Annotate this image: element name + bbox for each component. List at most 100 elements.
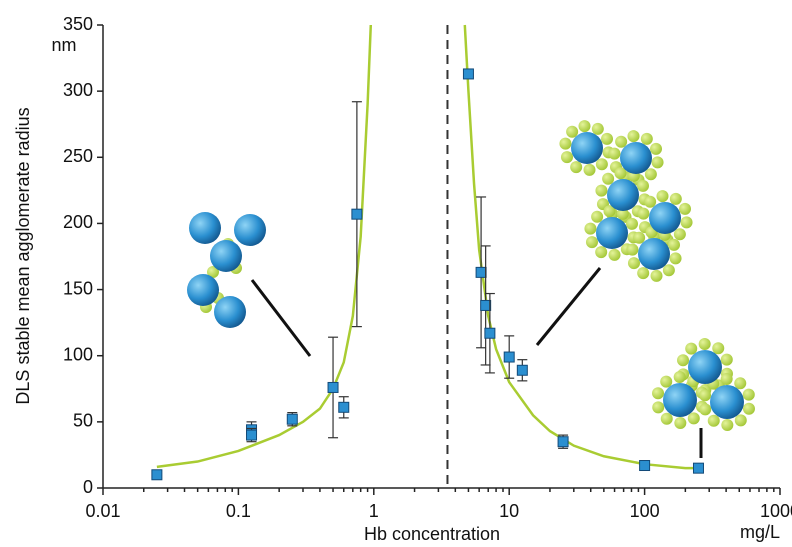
large-particle	[710, 385, 744, 419]
data-point	[484, 327, 496, 339]
fit-curve	[463, 24, 699, 470]
small-particle	[742, 402, 755, 415]
y-tick-label: 0	[83, 477, 93, 497]
data-point	[475, 266, 487, 278]
data-point	[557, 436, 569, 448]
small-particle	[644, 168, 657, 181]
small-particle	[637, 267, 650, 280]
large-particle	[571, 132, 603, 164]
small-particle	[668, 238, 681, 251]
y-tick-label: 250	[63, 146, 93, 166]
small-particle	[650, 142, 663, 155]
data-point	[351, 208, 363, 220]
small-particle	[734, 414, 747, 427]
large-particle	[638, 238, 670, 270]
small-particle	[603, 205, 616, 218]
small-particle	[707, 414, 720, 427]
small-particle	[591, 210, 604, 223]
small-particle	[578, 120, 591, 133]
small-particle	[637, 207, 650, 220]
data-point	[286, 413, 298, 425]
fit-curve	[156, 24, 373, 469]
small-particle	[720, 373, 733, 386]
small-particle	[734, 377, 747, 390]
small-particle	[669, 192, 682, 205]
data-point	[151, 469, 163, 481]
y-tick-label: 200	[63, 212, 93, 232]
small-particle	[566, 125, 579, 138]
x-tick-label: 1	[369, 501, 379, 521]
data-point	[480, 299, 492, 311]
small-particle	[687, 412, 700, 425]
small-particle	[660, 375, 673, 388]
large-particle	[210, 240, 242, 272]
data-point	[246, 429, 258, 441]
data-point	[503, 351, 515, 363]
large-particle	[620, 142, 652, 174]
small-particle	[662, 264, 675, 277]
small-particle	[595, 158, 608, 171]
small-particle	[660, 412, 673, 425]
small-particle	[680, 216, 693, 229]
small-particle	[742, 388, 755, 401]
x-tick-label: 100	[630, 501, 660, 521]
small-particle	[644, 195, 657, 208]
data-point	[692, 462, 704, 474]
small-particle	[720, 353, 733, 366]
small-particle	[614, 167, 627, 180]
large-particle	[663, 383, 697, 417]
small-particle	[595, 246, 608, 259]
large-particle	[596, 217, 628, 249]
small-particle	[591, 122, 604, 135]
x-tick-label: 0.01	[85, 501, 120, 521]
small-particle	[626, 243, 639, 256]
y-tick-label: 150	[63, 278, 93, 298]
small-particle	[583, 163, 596, 176]
x-tick-label: 0.1	[226, 501, 251, 521]
large-particle	[189, 212, 221, 244]
small-particle	[584, 222, 597, 235]
small-particle	[652, 401, 665, 414]
y-tick-label: 300	[63, 80, 93, 100]
small-particle	[626, 217, 639, 230]
small-particle	[669, 252, 682, 265]
large-particle	[187, 274, 219, 306]
small-particle	[616, 207, 629, 220]
illustrations	[187, 120, 755, 458]
small-particle	[615, 135, 628, 148]
small-particle	[627, 130, 640, 143]
y-axis-label: DLS stable mean agglomerate radius	[13, 107, 33, 404]
small-particle	[608, 248, 621, 261]
large-particle	[688, 350, 722, 384]
x-unit: mg/L	[740, 522, 780, 542]
small-particle	[640, 132, 653, 145]
small-particle	[656, 190, 669, 203]
small-particle	[652, 387, 665, 400]
small-particle	[560, 151, 573, 164]
small-particle	[673, 228, 686, 241]
small-particle	[570, 161, 583, 174]
small-particle	[699, 403, 712, 416]
small-particle	[677, 354, 690, 367]
small-particle	[595, 184, 608, 197]
y-tick-label: 350	[63, 14, 93, 34]
small-particle	[712, 342, 725, 355]
large-particle	[607, 179, 639, 211]
small-particle	[602, 172, 615, 185]
x-axis-label: Hb concentration	[364, 524, 500, 544]
small-particle	[685, 342, 698, 355]
y-tick-label: 50	[73, 411, 93, 431]
small-particle	[698, 338, 711, 351]
large-particle	[214, 296, 246, 328]
data-point	[462, 68, 474, 80]
small-particle	[627, 257, 640, 270]
small-particle	[559, 137, 572, 150]
large-particle	[649, 202, 681, 234]
y-tick-label: 100	[63, 344, 93, 364]
y-unit: nm	[51, 35, 76, 55]
small-particle	[674, 416, 687, 429]
pointer-line	[535, 267, 602, 346]
data-point	[516, 364, 528, 376]
data-point	[639, 460, 651, 472]
